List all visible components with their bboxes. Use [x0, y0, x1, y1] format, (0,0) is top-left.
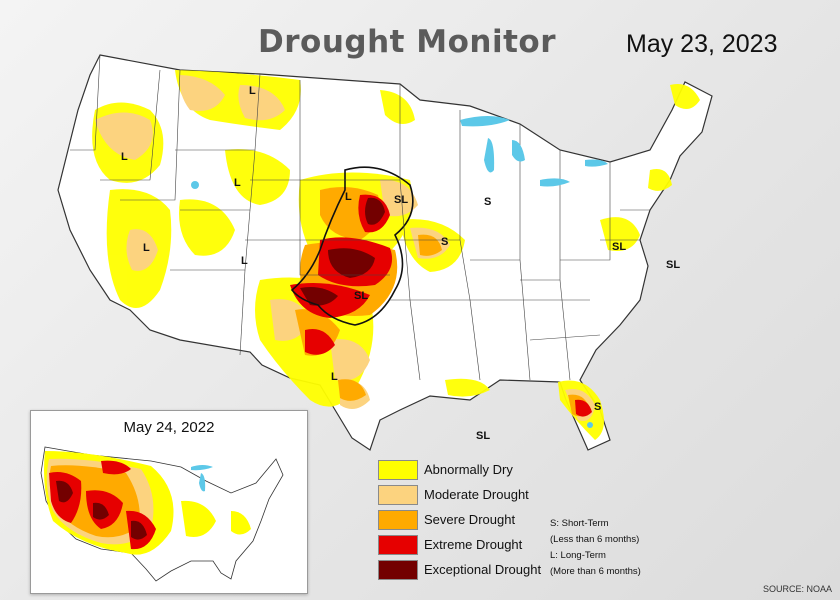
- lake-superior: [460, 116, 510, 127]
- legend-swatch: [378, 485, 418, 505]
- impact-label: SL: [394, 194, 408, 206]
- great-salt-lake: [191, 181, 199, 189]
- impact-label: L: [143, 242, 150, 254]
- legend-swatch: [378, 460, 418, 480]
- legend-label: Severe Drought: [424, 512, 516, 527]
- water-bodies: [191, 116, 608, 428]
- short-term-label: S: Short-Term: [550, 518, 609, 529]
- impact-label: SL: [666, 259, 680, 271]
- lake-erie: [540, 178, 570, 187]
- impact-label: L: [241, 255, 248, 267]
- impact-labels: L L L L L L L SL SL SL SL SL S S S: [121, 85, 680, 442]
- long-term-label: L: Long-Term: [550, 550, 606, 561]
- impact-label: S: [484, 196, 491, 208]
- lake-ontario: [585, 159, 608, 167]
- impact-outline: [290, 166, 414, 326]
- impact-label: L: [234, 177, 241, 189]
- inset-exceptional-drought: [56, 480, 147, 540]
- legend-label: Abnormally Dry: [424, 462, 513, 477]
- state-borders: [70, 54, 650, 381]
- lake-okeechobee: [587, 422, 593, 428]
- lake-huron: [512, 140, 525, 162]
- impact-label: L: [345, 191, 352, 203]
- legend-swatch: [378, 560, 418, 580]
- impact-label: L: [121, 151, 128, 163]
- impact-label: L: [331, 371, 338, 383]
- impact-label: SL: [354, 290, 368, 302]
- map-title: Drought Monitor: [258, 24, 557, 60]
- impact-label: S: [441, 236, 448, 248]
- inset-date: May 24, 2022: [123, 419, 215, 436]
- legend-label: Extreme Drought: [424, 537, 523, 552]
- exceptional-drought-areas: [300, 197, 385, 306]
- impact-label: SL: [612, 241, 626, 253]
- legend-swatch: [378, 535, 418, 555]
- map-date: May 23, 2023: [626, 30, 778, 58]
- legend-label: Exceptional Drought: [424, 562, 542, 577]
- source-credit: SOURCE: NOAA: [762, 584, 832, 594]
- inset-water: [191, 465, 213, 492]
- impact-label: S: [594, 401, 601, 413]
- legend-label: Moderate Drought: [424, 487, 529, 502]
- long-term-note: (More than 6 months): [550, 566, 641, 577]
- lake-michigan: [484, 138, 495, 173]
- short-term-note: (Less than 6 months): [550, 534, 640, 545]
- legend-swatch: [378, 510, 418, 530]
- impact-label: SL: [476, 430, 490, 442]
- impact-label: L: [249, 85, 256, 97]
- inset-map-panel: May 24, 2022: [30, 410, 308, 594]
- drought-map-2022: [40, 446, 284, 582]
